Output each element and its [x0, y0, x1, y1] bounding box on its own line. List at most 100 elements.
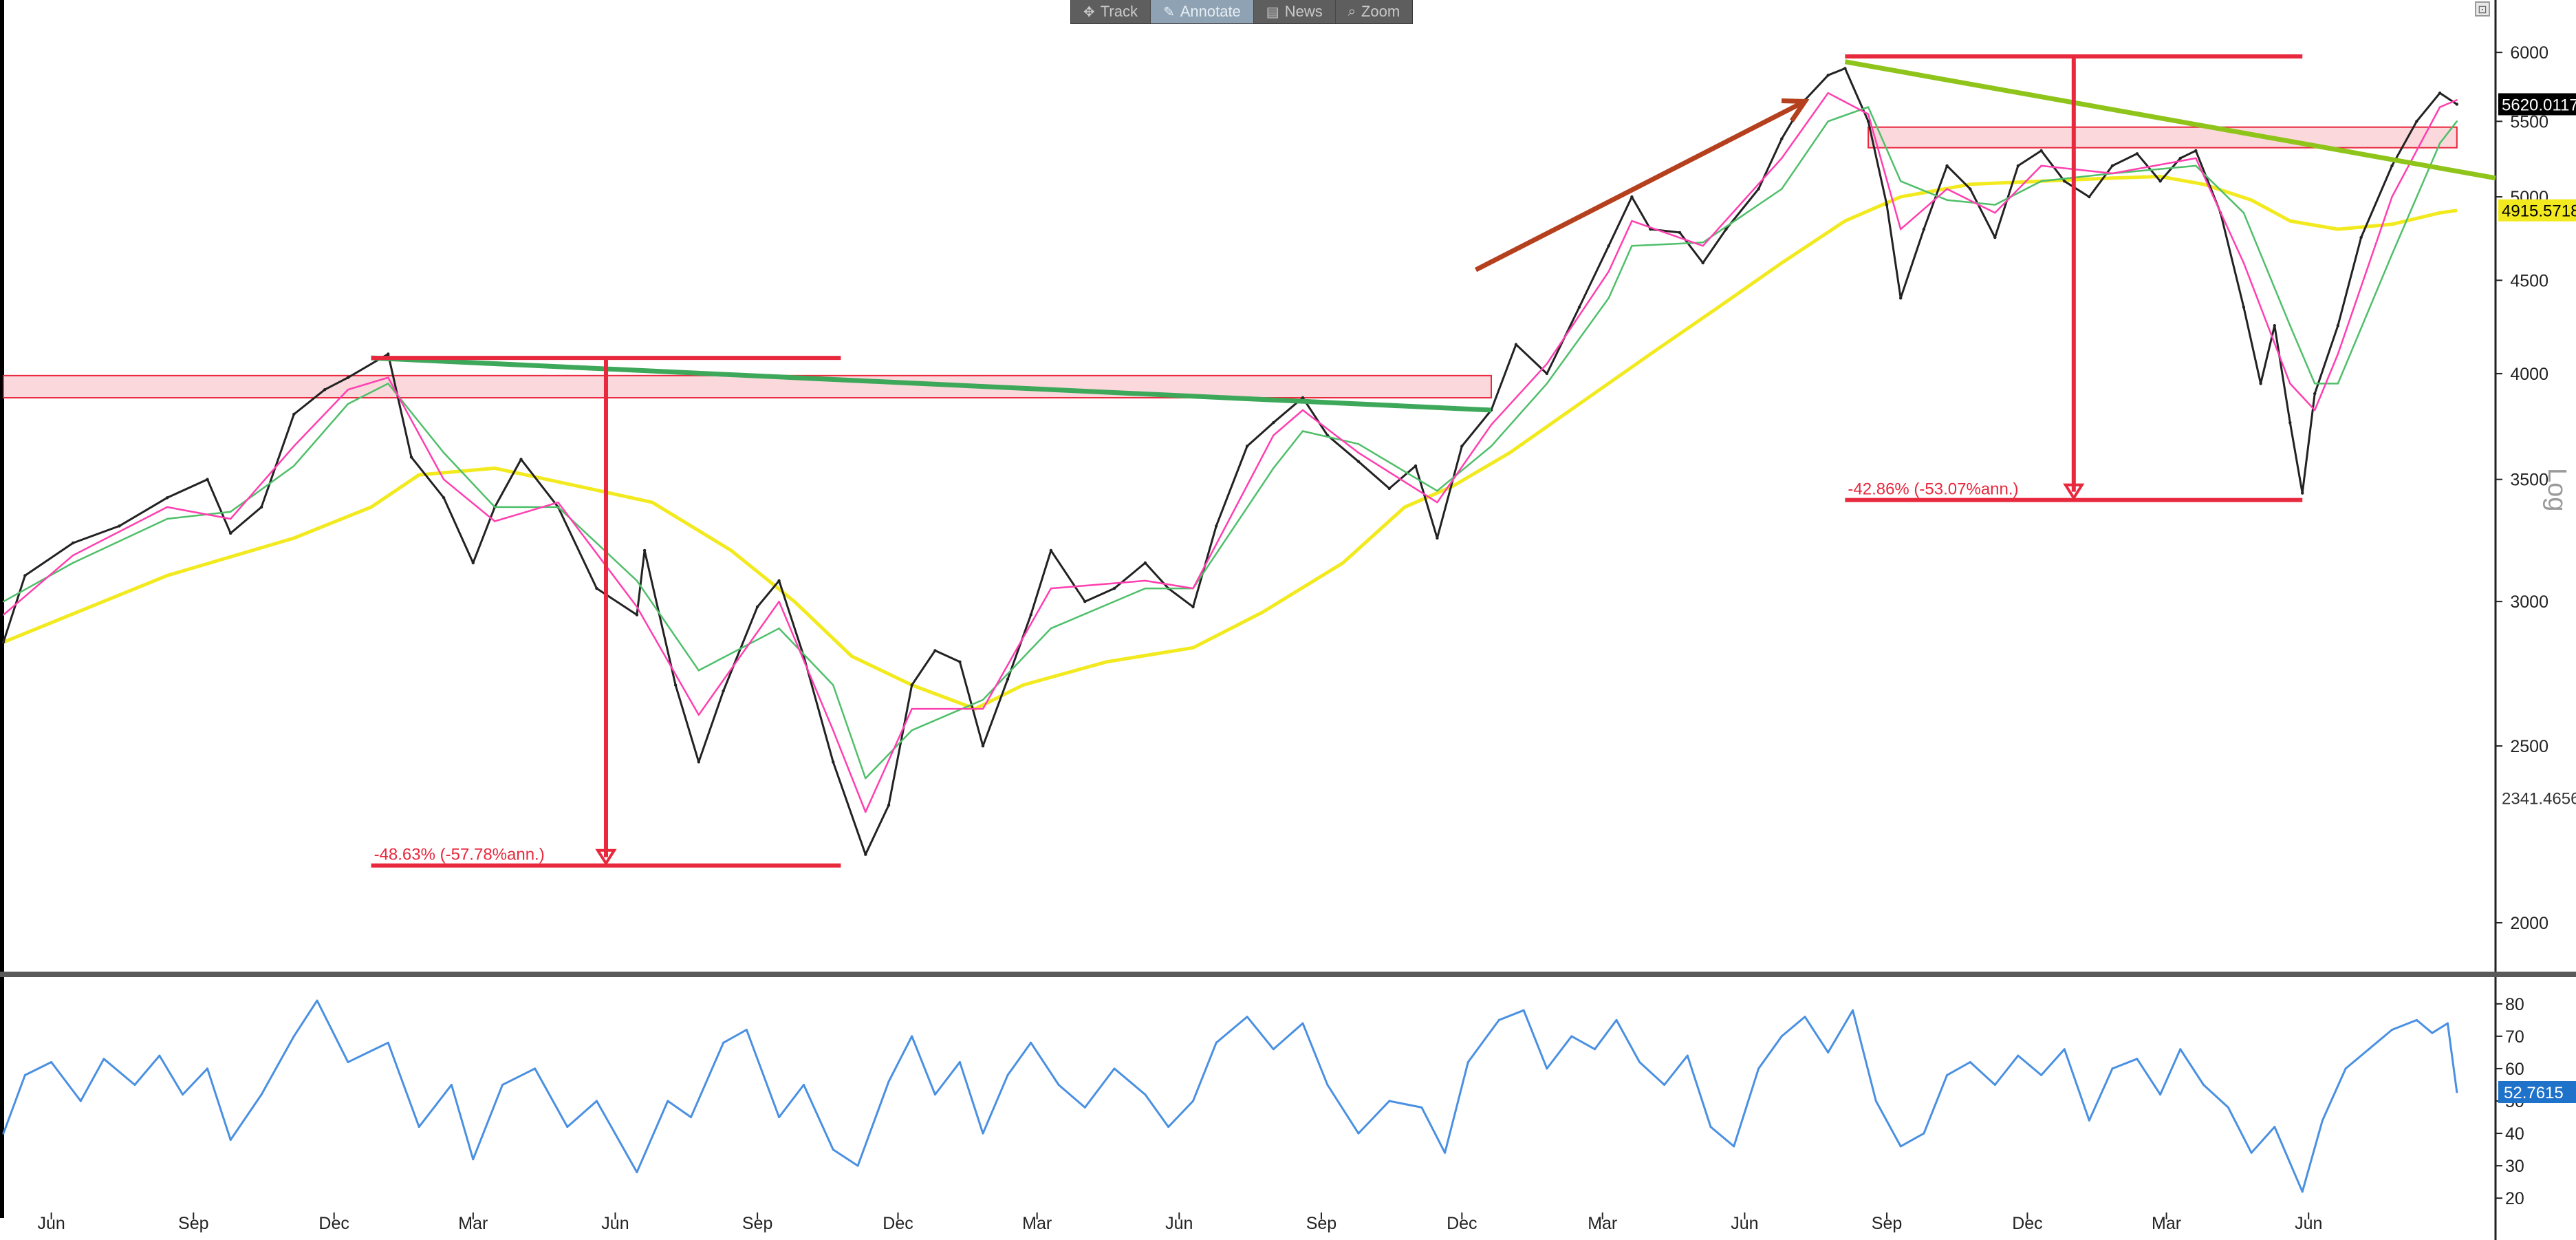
- osc-point-79: [2088, 1119, 2090, 1122]
- osc-point-86: [2250, 1151, 2253, 1154]
- point-price-24: [755, 605, 759, 609]
- osc-point-93: [2415, 1018, 2418, 1021]
- point-price-60: [1701, 261, 1704, 265]
- point-price-59: [1678, 231, 1682, 235]
- point-price-2: [71, 541, 75, 545]
- osc-point-12: [316, 999, 318, 1002]
- osc-point-60: [1638, 1061, 1641, 1063]
- osc-point-66: [1780, 1035, 1783, 1038]
- point-moving-average-short-2: [166, 506, 169, 509]
- price-tick-label-4500: 4500: [2510, 271, 2548, 290]
- osc-point-87: [2273, 1126, 2276, 1129]
- point-price-18: [595, 586, 598, 590]
- news-button[interactable]: ▤ News: [1254, 0, 1336, 23]
- osc-point-72: [1923, 1132, 1925, 1135]
- osc-point-8: [206, 1067, 208, 1070]
- osc-point-4: [102, 1058, 105, 1060]
- osc-point-55: [1522, 1009, 1525, 1012]
- osc-tick-label-60: 60: [2505, 1060, 2524, 1079]
- osc-point-11: [292, 1035, 295, 1038]
- osc-point-15: [418, 1126, 420, 1129]
- point-moving-average-long-37: [2456, 209, 2458, 211]
- point-moving-average-medium-25: [1546, 383, 1548, 385]
- zoom-button[interactable]: ⌕ Zoom: [1336, 0, 1412, 23]
- osc-point-90: [2344, 1067, 2347, 1070]
- point-moving-average-short-12: [778, 601, 780, 603]
- point-moving-average-medium-20: [1273, 467, 1275, 469]
- magnifier-icon: ⌕: [1347, 3, 1356, 19]
- point-moving-average-long-26: [1900, 195, 1902, 198]
- osc-point-1: [23, 1073, 26, 1076]
- osc-point-24: [690, 1116, 692, 1118]
- series-price: [2, 67, 2458, 856]
- point-price-80: [2158, 180, 2162, 183]
- osc-point-22: [636, 1171, 638, 1173]
- point-price-66: [1843, 67, 1847, 70]
- osc-point-56: [1546, 1067, 1548, 1070]
- oscillator-panel: 8070605040302052.7615: [0, 977, 2576, 1240]
- point-price-81: [2178, 156, 2182, 160]
- point-price-1: [23, 574, 27, 577]
- point-moving-average-medium-31: [1867, 106, 1870, 108]
- point-moving-average-short-31: [1867, 113, 1870, 116]
- osc-point-2: [50, 1061, 53, 1063]
- osc-point-95: [2446, 1022, 2449, 1025]
- point-moving-average-long-3: [370, 506, 372, 509]
- point-moving-average-short-14: [865, 811, 867, 813]
- point-moving-average-short-40: [2314, 409, 2316, 411]
- point-moving-average-short-11: [697, 714, 700, 716]
- point-price-67: [1866, 120, 1870, 123]
- point-moving-average-short-35: [2040, 164, 2042, 167]
- osc-point-29: [832, 1148, 834, 1151]
- point-price-28: [864, 853, 867, 856]
- osc-tick-label-20: 20: [2505, 1189, 2524, 1208]
- point-moving-average-medium-32: [1900, 180, 1902, 182]
- point-moving-average-medium-9: [557, 506, 559, 509]
- point-moving-average-short-1: [72, 554, 74, 557]
- point-price-33: [981, 744, 985, 748]
- point-price-22: [697, 760, 700, 764]
- osc-point-88: [2301, 1190, 2304, 1193]
- osc-point-43: [1192, 1100, 1194, 1102]
- osc-point-49: [1357, 1132, 1360, 1135]
- osc-point-53: [1466, 1061, 1469, 1063]
- track-button[interactable]: ✥ Track: [1071, 0, 1151, 23]
- osc-point-67: [1804, 1016, 1806, 1018]
- point-moving-average-short-30: [1827, 92, 1829, 94]
- point-moving-average-short-38: [2242, 261, 2245, 264]
- x-tick-label-1: Sep: [178, 1214, 208, 1233]
- point-price-19: [635, 613, 639, 617]
- point-moving-average-medium-10: [636, 579, 638, 582]
- measure-label-2: -42.86% (-53.07%ann.): [1848, 480, 2018, 499]
- point-moving-average-long-16: [1262, 611, 1264, 613]
- point-price-6: [229, 531, 232, 535]
- point-moving-average-long-23: [1718, 306, 1720, 308]
- price-tick-label-2500: 2500: [2510, 737, 2548, 756]
- point-price-89: [2313, 392, 2317, 396]
- point-moving-average-medium-2: [166, 517, 169, 520]
- annotate-label: Annotate: [1180, 3, 1241, 20]
- point-moving-average-short-37: [2195, 157, 2197, 160]
- point-moving-average-short-4: [293, 445, 295, 447]
- point-moving-average-medium-41: [2337, 383, 2339, 385]
- osc-point-34: [958, 1061, 961, 1063]
- point-moving-average-short-20: [1273, 434, 1275, 436]
- point-price-48: [1387, 487, 1392, 491]
- osc-point-58: [1594, 1048, 1596, 1051]
- osc-point-16: [450, 1084, 453, 1086]
- x-tick-label-8: Jun: [1165, 1214, 1193, 1233]
- osc-point-80: [2111, 1067, 2114, 1070]
- point-price-32: [958, 660, 962, 663]
- oscillator-y-axis: 8070605040302052.7615: [2496, 995, 2576, 1208]
- point-price-21: [673, 683, 678, 687]
- point-price-13: [442, 496, 446, 500]
- point-moving-average-long-4: [418, 473, 420, 476]
- series-moving-average-medium: [3, 106, 2458, 780]
- expand-icon[interactable]: ⊡: [2475, 1, 2490, 17]
- annotate-button[interactable]: ✎ Annotate: [1150, 0, 1254, 23]
- point-moving-average-medium-12: [778, 628, 780, 630]
- osc-point-91: [2368, 1048, 2370, 1051]
- osc-point-92: [2391, 1029, 2393, 1031]
- osc-point-28: [803, 1084, 805, 1086]
- x-tick-label-0: Jun: [37, 1214, 65, 1233]
